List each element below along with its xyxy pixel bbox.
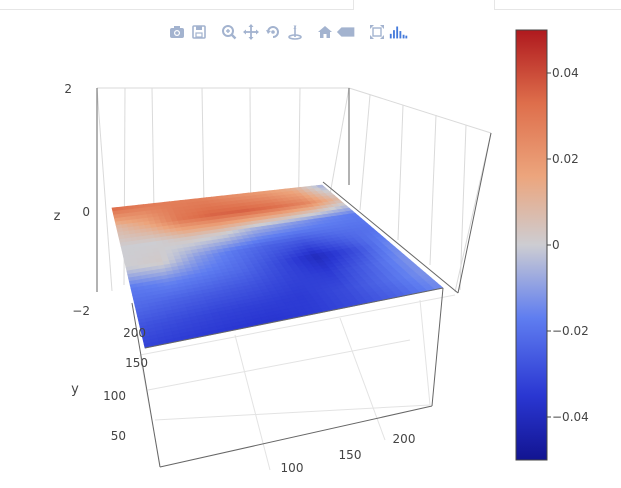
plotly-logo-icon — [389, 26, 408, 39]
floor-gridline — [419, 299, 431, 406]
x-tick-label: 100 — [281, 461, 304, 475]
zoom-button[interactable] — [218, 22, 240, 42]
x-tick-label: 150 — [339, 448, 362, 462]
colorbar-bar — [515, 29, 548, 461]
z-axis-title: z — [54, 209, 61, 224]
z-tick-label: 0 — [82, 205, 90, 219]
colorbar: 0.04 0.02 0 −0.02 −0.04 — [515, 29, 589, 461]
camera-button[interactable] — [166, 22, 188, 42]
camera-icon — [170, 26, 184, 38]
z-gridline-vertical — [96, 87, 113, 292]
axis-ticks: 2 0 −2 z 200 150 100 50 y 100 150 200 — [54, 82, 416, 475]
home-icon — [318, 26, 332, 38]
plotly-logo-button[interactable] — [388, 22, 410, 42]
x-axis-line — [159, 405, 433, 468]
y-tick-label: 150 — [125, 356, 148, 370]
home-button[interactable] — [314, 22, 336, 42]
surface-front-edge-line — [144, 287, 444, 349]
y-tick-label: 100 — [103, 389, 126, 403]
y-tick-label: 200 — [123, 326, 146, 340]
floor-gridline — [139, 294, 456, 356]
top-border-right — [494, 0, 621, 10]
tag-hover-button[interactable] — [336, 22, 358, 42]
colorbar-tick-label: 0 — [552, 238, 560, 252]
y-axis-line — [131, 302, 161, 468]
y-axis-title: y — [71, 382, 79, 397]
right-vertical-edge — [431, 287, 444, 407]
pan-icon — [243, 24, 259, 40]
top-border-left — [0, 0, 354, 10]
save-button[interactable] — [188, 22, 210, 42]
right-front-edge — [457, 132, 492, 294]
surface-mesh[interactable] — [111, 184, 444, 349]
z-tick-label: 2 — [64, 82, 72, 96]
z-gridline-vertical — [328, 87, 350, 201]
axis-edges — [96, 88, 492, 468]
surface-right-edge-line — [322, 181, 459, 294]
autoscale-icon — [370, 25, 384, 39]
turntable-rotation-button[interactable]: z — [284, 22, 306, 42]
turntable-rotation-icon: z — [288, 24, 302, 40]
wall-gridline — [454, 132, 492, 293]
save-icon — [192, 25, 206, 39]
z-tick-label: −2 — [72, 304, 90, 318]
y-tick-label: 50 — [111, 429, 126, 443]
pan-button[interactable] — [240, 22, 262, 42]
wall-gridline — [397, 104, 404, 241]
orbit-rotation-icon — [266, 26, 279, 38]
colorbar-tick-label: −0.02 — [552, 324, 589, 338]
floor-gridline — [147, 339, 411, 391]
x-tick-label: 200 — [393, 432, 416, 446]
autoscale-button[interactable] — [366, 22, 388, 42]
wall-gridline — [429, 114, 437, 266]
wall-gridline — [359, 94, 371, 211]
colorbar-tick-label: −0.04 — [552, 410, 589, 424]
floor-gridline — [234, 334, 271, 471]
axis-grid — [96, 87, 492, 471]
zoom-icon — [222, 25, 237, 40]
svg-text:z: z — [293, 24, 296, 31]
floor-gridline — [154, 404, 431, 421]
right-top-edge — [348, 87, 492, 134]
floor-gridline — [339, 317, 386, 441]
modebar-toolbar: z — [166, 22, 410, 42]
colorbar-tick-label: 0.04 — [552, 66, 579, 80]
wall-gridline — [459, 124, 467, 291]
tag-hover-icon — [336, 27, 355, 37]
orbit-rotation-button[interactable] — [262, 22, 284, 42]
colorbar-tick-label: 0.02 — [552, 152, 579, 166]
